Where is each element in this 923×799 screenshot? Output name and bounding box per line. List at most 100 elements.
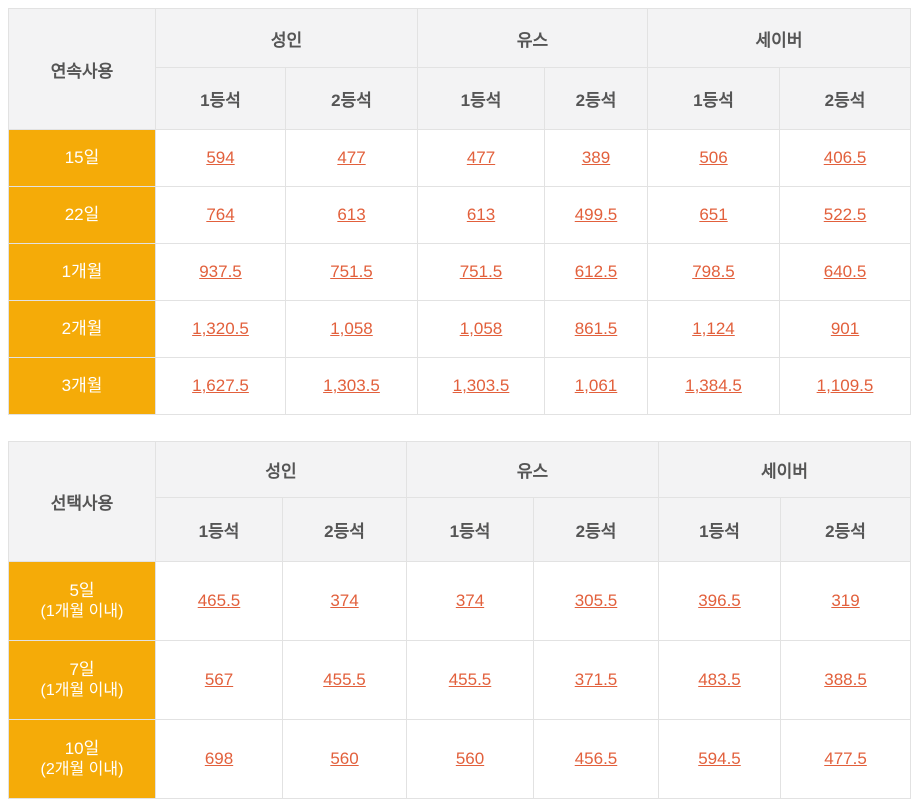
price-cell: 1,058 [417,300,545,358]
price-link[interactable]: 613 [337,205,366,224]
duration-label: 7일 [69,659,95,679]
price-link[interactable]: 651 [699,205,728,224]
price-link[interactable]: 1,627.5 [192,376,249,395]
column-group-header: 세이버 [657,441,912,498]
duration-label: 5일 [69,580,95,600]
duration-label: 1개월 [61,261,103,281]
price-cell: 1,058 [285,300,418,358]
price-link[interactable]: 1,058 [330,319,373,338]
price-link[interactable]: 477 [466,148,496,167]
price-link[interactable]: 1,384.5 [685,376,742,395]
price-link[interactable]: 567 [204,670,234,689]
price-link[interactable]: 594 [206,148,235,167]
price-cell: 612.5 [544,243,648,301]
seat-class-header: 1등석 [155,497,283,562]
continuous-use-price-table: 연속사용 성인 유스 세이버 1등석 2등석 1등석 2등석 1등석 2등석 15일 594 477 47… [8,8,912,415]
price-cell: 751.5 [285,243,418,301]
price-link[interactable]: 1,320.5 [192,319,249,338]
duration-row-header: 2개월 [8,300,156,358]
price-cell: 594 [155,129,286,187]
price-link[interactable]: 1,303.5 [452,376,510,395]
table-title: 연속사용 [8,8,156,130]
column-group-header: 성인 [155,441,407,498]
price-link[interactable]: 1,061 [574,376,618,395]
price-link[interactable]: 861.5 [574,319,618,338]
price-cell: 389 [544,129,648,187]
price-link[interactable]: 371.5 [574,670,618,689]
price-link[interactable]: 698 [204,749,234,768]
price-link[interactable]: 1,303.5 [323,376,380,395]
price-cell: 861.5 [544,300,648,358]
price-link[interactable]: 465.5 [197,591,241,610]
price-link[interactable]: 406.5 [823,148,867,167]
price-cell: 483.5 [658,640,781,720]
price-link[interactable]: 640.5 [823,262,867,281]
price-link[interactable]: 455.5 [323,670,366,689]
table-row: 3개월 1,627.5 1,303.5 1,303.5 1,061 1,384.5 1,10… [8,357,912,415]
price-link[interactable]: 751.5 [459,262,503,281]
price-link[interactable]: 522.5 [823,205,867,224]
price-link[interactable]: 483.5 [698,670,741,689]
price-link[interactable]: 1,124 [692,319,735,338]
price-link[interactable]: 305.5 [574,591,618,610]
duration-row-header: 5일 (1개월 이내) [8,561,156,641]
seat-class-header: 2등석 [544,67,648,130]
duration-row-header: 15일 [8,129,156,187]
duration-row-header: 1개월 [8,243,156,301]
price-cell: 798.5 [647,243,780,301]
price-link[interactable]: 319 [831,591,860,610]
duration-label: 3개월 [61,375,103,395]
price-cell: 319 [779,561,912,641]
price-link[interactable]: 477 [337,148,366,167]
table-row: 2개월 1,320.5 1,058 1,058 861.5 1,124 901 [8,300,912,358]
price-link[interactable]: 477.5 [824,749,867,768]
price-link[interactable]: 499.5 [574,205,618,224]
price-link[interactable]: 937.5 [199,262,242,281]
price-link[interactable]: 456.5 [574,749,618,768]
price-link[interactable]: 388.5 [824,670,867,689]
duration-row-header: 10일 (2개월 이내) [8,719,156,799]
duration-row-header: 3개월 [8,357,156,415]
price-cell: 455.5 [406,640,534,720]
price-cell: 567 [155,640,283,720]
price-cell: 477.5 [779,719,912,799]
price-link[interactable]: 1,109.5 [816,376,874,395]
price-link[interactable]: 560 [330,749,359,768]
price-link[interactable]: 594.5 [698,749,741,768]
column-group-header: 성인 [155,8,418,68]
price-link[interactable]: 613 [466,205,496,224]
price-link[interactable]: 751.5 [330,262,373,281]
price-cell: 305.5 [533,561,659,641]
price-cell: 560 [282,719,407,799]
duration-row-header: 22일 [8,186,156,244]
price-cell: 499.5 [544,186,648,244]
seat-class-header: 2등석 [778,67,912,130]
price-link[interactable]: 374 [330,591,359,610]
price-cell: 477 [285,129,418,187]
price-cell: 594.5 [658,719,781,799]
price-link[interactable]: 612.5 [574,262,618,281]
price-link[interactable]: 901 [830,319,860,338]
price-cell: 388.5 [779,640,912,720]
price-link[interactable]: 1,058 [459,319,503,338]
price-link[interactable]: 374 [455,591,485,610]
duration-row-header: 7일 (1개월 이내) [8,640,156,720]
price-link[interactable]: 389 [581,148,611,167]
price-link[interactable]: 455.5 [448,670,492,689]
duration-label: 10일 [64,738,100,758]
seat-class-header: 1등석 [406,497,534,562]
price-cell: 651 [647,186,780,244]
price-link[interactable]: 506 [699,148,728,167]
price-cell: 1,303.5 [417,357,545,415]
price-link[interactable]: 764 [206,205,235,224]
price-link[interactable]: 798.5 [692,262,735,281]
price-cell: 456.5 [533,719,659,799]
price-cell: 764 [155,186,286,244]
price-cell: 560 [406,719,534,799]
price-link[interactable]: 560 [455,749,485,768]
price-link[interactable]: 396.5 [698,591,741,610]
price-cell: 1,384.5 [647,357,780,415]
price-cell: 901 [778,300,912,358]
table-row: 5일 (1개월 이내) 465.5 374 374 305.5 396.5 319 [8,561,912,641]
price-cell: 1,109.5 [778,357,912,415]
